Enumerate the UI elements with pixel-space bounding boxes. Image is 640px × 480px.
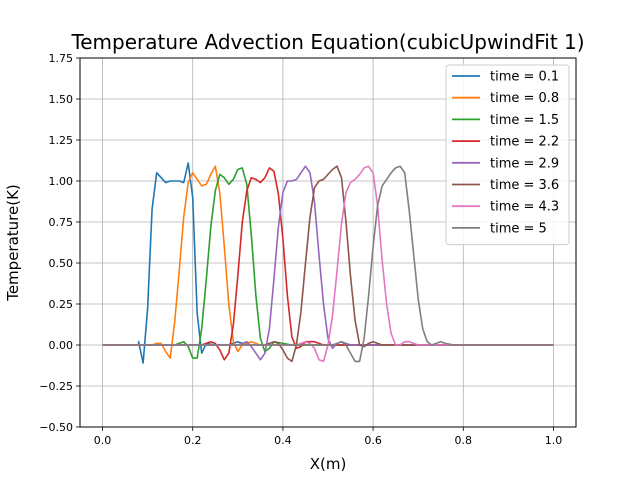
y-tick-label: 1.25 [49, 134, 74, 147]
y-tick-label: 0.75 [49, 216, 74, 229]
y-tick-label: −0.25 [39, 380, 73, 393]
x-tick-label: 0.8 [455, 434, 473, 447]
legend-label: time = 0.8 [490, 91, 559, 106]
x-tick-label: 0.2 [184, 434, 202, 447]
legend-label: time = 0.1 [490, 70, 559, 85]
chart-title: Temperature Advection Equation(cubicUpwi… [70, 30, 584, 54]
y-tick-label: 1.75 [49, 52, 74, 65]
legend: time = 0.1 time = 0.8 time = 1.5 time = 2.2… [445, 64, 570, 246]
legend-label: time = 5 [490, 221, 547, 236]
axis-ticks: 0.0 0.2 0.4 0.6 0.8 1.0 −0.50 −0.25 0.00 0.25 0.50… [39, 52, 562, 447]
legend-label: time = 2.2 [490, 135, 559, 150]
legend-label: time = 2.9 [490, 156, 559, 171]
y-tick-label: 1.00 [49, 175, 74, 188]
series-line-8 [102, 165, 554, 363]
y-tick-label: 0.25 [49, 298, 74, 311]
series-layer [102, 162, 554, 364]
series-line-4 [102, 167, 554, 361]
x-tick-label: 0.4 [274, 434, 292, 447]
x-axis-label: X(m) [310, 455, 347, 473]
x-tick-label: 0.0 [94, 434, 112, 447]
y-tick-label: 0.50 [49, 257, 74, 270]
plot-frame [79, 57, 577, 428]
series-line-7 [102, 165, 554, 363]
y-tick-label: 1.50 [49, 93, 74, 106]
legend-label: time = 3.6 [490, 178, 559, 193]
x-tick-label: 0.6 [364, 434, 382, 447]
legend-label: time = 1.5 [490, 113, 559, 128]
legend-box [445, 64, 570, 246]
series-line-3 [102, 167, 554, 359]
x-tick-label: 1.0 [545, 434, 563, 447]
series-line-2 [102, 165, 554, 359]
y-tick-label: −0.50 [39, 421, 73, 434]
y-tick-label: 0.00 [49, 339, 74, 352]
y-axis-label: Temperature(K) [4, 184, 22, 302]
legend-label: time = 4.3 [490, 200, 559, 215]
